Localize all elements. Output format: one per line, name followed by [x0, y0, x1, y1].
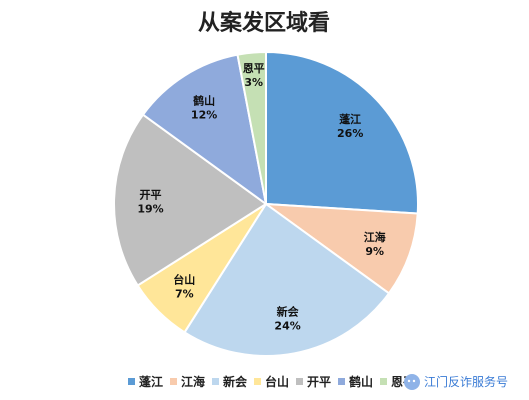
- legend-label: 蓬江: [139, 374, 163, 389]
- slice-name-label: 开平: [140, 188, 162, 201]
- legend-swatch: [212, 378, 219, 385]
- legend-label: 新会: [223, 374, 248, 389]
- legend-swatch: [380, 378, 387, 385]
- legend-swatch: [254, 378, 261, 385]
- legend-label: 江海: [181, 374, 205, 389]
- slice-name-label: 蓬江: [339, 112, 361, 126]
- slice-name-label: 台山: [173, 273, 195, 287]
- slice-value-label: 19%: [137, 202, 163, 215]
- legend-label: 鹤山: [349, 374, 373, 389]
- pie-slice-5: [113, 113, 268, 287]
- slice-name-label: 恩平: [243, 62, 265, 75]
- legend: 蓬江 江海 新会 台山 开平 鹤山 恩平: [128, 374, 415, 389]
- legend-label: 开平: [307, 375, 331, 389]
- slice-value-label: 9%: [365, 245, 384, 258]
- watermark: 江门反诈服务号: [404, 374, 508, 390]
- pie-slice-6: [141, 53, 268, 207]
- wechat-icon: [404, 374, 420, 390]
- slice-name-label: 鹤山: [193, 94, 215, 108]
- legend-swatch: [338, 378, 345, 385]
- pie-slice-1: [265, 50, 419, 215]
- legend-label: 台山: [265, 374, 289, 389]
- chart-title: 从案发区域看: [198, 10, 330, 36]
- slice-value-label: 12%: [191, 109, 217, 122]
- legend-swatch: [170, 378, 177, 385]
- pie-slices: [113, 50, 419, 357]
- pie-slice-3: [183, 202, 391, 357]
- slice-value-label: 26%: [337, 127, 363, 140]
- pie-slice-7: [236, 50, 267, 205]
- legend-swatch: [296, 378, 303, 385]
- slice-value-label: 24%: [274, 320, 300, 333]
- watermark-text: 江门反诈服务号: [424, 374, 508, 389]
- pie-slice-2: [262, 202, 419, 295]
- slice-name-label: 新会: [277, 305, 300, 319]
- slice-name-label: 江海: [364, 230, 386, 244]
- legend-swatch: [128, 378, 135, 385]
- slice-value-label: 7%: [175, 288, 194, 301]
- slice-value-label: 3%: [244, 76, 263, 89]
